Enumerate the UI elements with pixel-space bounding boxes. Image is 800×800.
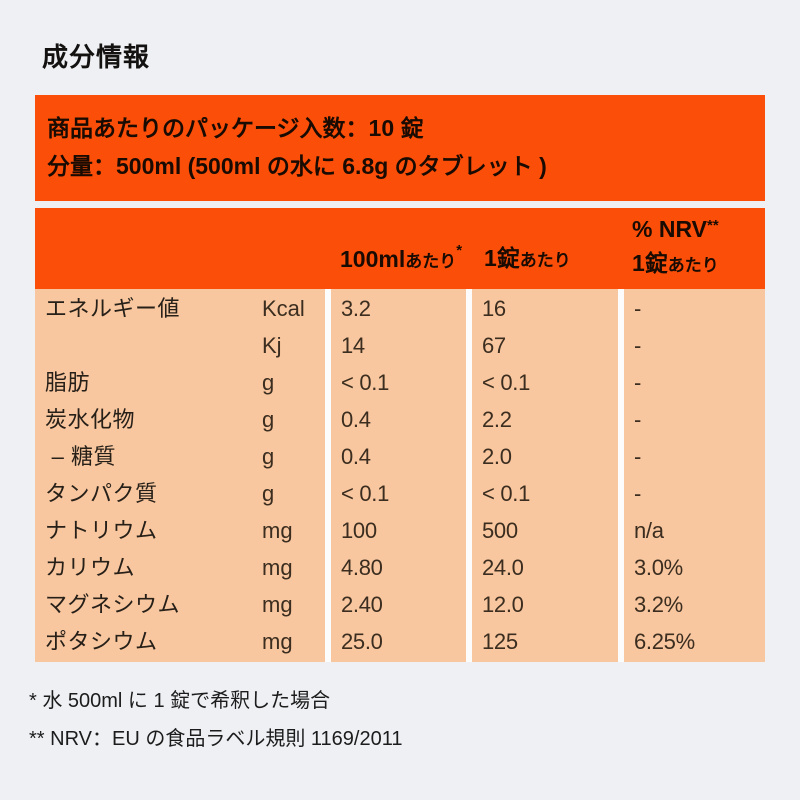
value-nrv-percent: - (634, 370, 642, 395)
table-row: カリウム mg 4.80 24.0 3.0% (35, 549, 765, 586)
value-per-tablet: 2.0 (482, 444, 512, 469)
header-nrv-per-tablet-main: 1錠 (632, 250, 668, 276)
table-row: エネルギー値 Kcal 3.2 16 - (35, 290, 765, 327)
value-per-tablet: 67 (482, 333, 506, 358)
table-row: マグネシウム mg 2.40 12.0 3.2% (35, 586, 765, 623)
table-header: 100mlあたり* 1錠あたり % NRV** 1錠あたり (35, 208, 765, 289)
value-per-tablet: < 0.1 (482, 370, 531, 395)
value-nrv-percent: - (634, 407, 642, 432)
nutrient-unit: Kcal (262, 296, 305, 321)
value-per-100ml: < 0.1 (341, 481, 390, 506)
header-nrv-line1: % NRV** (632, 214, 765, 248)
value-per-100ml: < 0.1 (341, 370, 390, 395)
value-per-100ml: 100 (341, 518, 377, 543)
column-divider (466, 289, 472, 662)
header-col-per-tablet: 1錠あたり (472, 239, 624, 289)
header-nrv-per-tablet-suffix: あたり (667, 256, 719, 275)
nutrient-label: エネルギー値 (45, 296, 181, 321)
table-row: 脂肪 g < 0.1 < 0.1 - (35, 364, 765, 401)
nutrient-label (35, 327, 262, 364)
table-body: エネルギー値 Kcal 3.2 16 - Kj 14 67 - 脂肪 g < 0… (35, 289, 765, 662)
nutrient-unit: g (262, 444, 275, 469)
header-nrv-line2: 1錠あたり (632, 248, 765, 282)
value-per-100ml: 3.2 (341, 296, 371, 321)
header-per-tablet-main: 1錠 (484, 245, 520, 271)
value-nrv-percent: - (634, 481, 642, 506)
value-per-100ml: 25.0 (341, 629, 383, 654)
value-per-tablet: 500 (482, 518, 518, 543)
value-per-tablet: 16 (482, 296, 506, 321)
banner-serving-size: 分量：500ml (500ml の水に 6.8g のタブレット ) (47, 153, 547, 179)
nutrient-label: カリウム (45, 555, 136, 580)
value-nrv-percent: 6.25% (634, 629, 695, 654)
nutrient-label: ナトリウム (45, 518, 158, 543)
value-per-100ml: 0.4 (341, 407, 371, 432)
header-col-per-100ml: 100mlあたり* (331, 242, 472, 289)
nutrient-unit: mg (262, 555, 293, 580)
value-per-tablet: 125 (482, 629, 518, 654)
value-nrv-percent: - (634, 444, 642, 469)
table-row: 炭水化物 g 0.4 2.2 - (35, 401, 765, 438)
value-per-100ml: 0.4 (341, 444, 371, 469)
value-per-100ml: 4.80 (341, 555, 383, 580)
header-per-100ml-main: 100ml (340, 246, 406, 272)
nutrient-unit: g (262, 407, 275, 432)
value-per-tablet: 24.0 (482, 555, 524, 580)
value-per-tablet: 12.0 (482, 592, 524, 617)
value-nrv-percent: - (634, 296, 642, 321)
serving-info-banner: 商品あたりのパッケージ入数：10 錠 分量：500ml (500ml の水に 6… (35, 95, 765, 201)
value-nrv-percent: 3.0% (634, 555, 683, 580)
header-per-100ml-suffix: あたり (405, 252, 457, 271)
nutrient-label: – 糖質 (45, 444, 116, 469)
nutrient-label: タンパク質 (45, 481, 158, 506)
value-per-100ml: 2.40 (341, 592, 383, 617)
table-row: ポタシウム mg 25.0 125 6.25% (35, 623, 765, 660)
nutrient-unit: g (262, 481, 275, 506)
nutrient-unit: Kj (262, 333, 282, 358)
table-row: – 糖質 g 0.4 2.0 - (35, 438, 765, 475)
table-row: タンパク質 g < 0.1 < 0.1 - (35, 475, 765, 512)
nutrient-label: ポタシウム (45, 629, 158, 654)
page-title: 成分情報 (42, 42, 151, 72)
header-col-nrv: % NRV** 1錠あたり (624, 214, 765, 289)
banner-package-count: 商品あたりのパッケージ入数：10 錠 (47, 115, 424, 141)
nutrient-unit: mg (262, 629, 293, 654)
nutrient-unit: mg (262, 592, 293, 617)
nutrient-label: 脂肪 (45, 370, 91, 395)
nutrient-unit: mg (262, 518, 293, 543)
nutrient-label: 炭水化物 (45, 407, 136, 432)
header-per-100ml-asterisk: * (456, 242, 463, 259)
value-per-100ml: 14 (341, 333, 365, 358)
footnote-nrv-regulation: ** NRV：EU の食品ラベル規則 1169/2011 (29, 728, 403, 750)
value-per-tablet: < 0.1 (482, 481, 531, 506)
value-nrv-percent: 3.2% (634, 592, 683, 617)
value-per-tablet: 2.2 (482, 407, 512, 432)
header-nrv-main: % NRV (632, 216, 707, 242)
header-nrv-asterisks: ** (707, 217, 719, 234)
column-divider (325, 289, 331, 662)
footnotes: * 水 500ml に 1 錠で希釈した場合 ** NRV：EU の食品ラベル規… (29, 682, 765, 758)
nutrition-info-panel: 成分情報 商品あたりのパッケージ入数：10 錠 分量：500ml (500ml … (29, 42, 765, 758)
column-divider (618, 289, 624, 662)
table-row: Kj 14 67 - (35, 327, 765, 364)
header-per-tablet-suffix: あたり (519, 251, 571, 270)
nutrient-label: マグネシウム (45, 592, 181, 617)
value-nrv-percent: - (634, 333, 642, 358)
nutrient-unit: g (262, 370, 275, 395)
footnote-dilution: * 水 500ml に 1 錠で希釈した場合 (29, 690, 331, 712)
value-nrv-percent: n/a (634, 518, 664, 543)
table-row: ナトリウム mg 100 500 n/a (35, 512, 765, 549)
